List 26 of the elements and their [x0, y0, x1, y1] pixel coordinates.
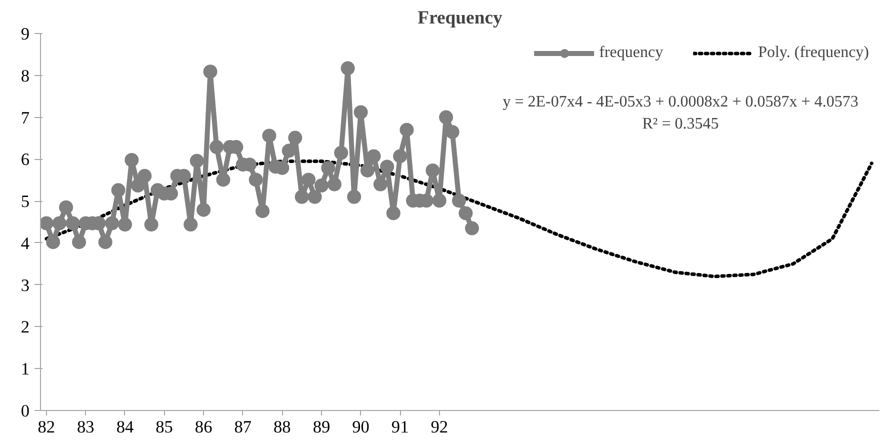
- y-tick-label: 2: [20, 318, 30, 337]
- legend-label: Poly. (frequency): [758, 44, 869, 62]
- y-tick-label: 3: [20, 276, 30, 295]
- legend-label: frequency: [599, 44, 664, 62]
- x-tick-label: 90: [352, 418, 370, 436]
- x-tick-label: 83: [77, 418, 94, 436]
- x-tick-label: 87: [234, 418, 252, 436]
- chart-title: Frequency: [418, 8, 503, 28]
- x-tick-label: 85: [156, 418, 173, 436]
- x-tick-label: 84: [116, 418, 134, 436]
- annotation: R² = 0.3545: [642, 116, 719, 132]
- y-tick-label: 1: [20, 360, 30, 379]
- x-tick-label: 91: [391, 418, 409, 436]
- annotation: y = 2E-07x4 - 4E-05x3 + 0.0008x2 + 0.0587x + 4.0573: [502, 94, 858, 110]
- y-tick-label: 9: [20, 24, 30, 44]
- x-tick-label: 82: [38, 418, 56, 436]
- y-tick-label: 8: [20, 66, 30, 86]
- y-tick-label: 5: [20, 192, 30, 212]
- y-tick-label: 0: [20, 402, 30, 420]
- y-tick-label: 7: [20, 108, 30, 128]
- y-tick-label: 6: [20, 150, 30, 170]
- x-tick-label: 88: [274, 418, 291, 436]
- y-tick-label: 4: [20, 234, 30, 253]
- x-tick-label: 89: [312, 418, 330, 436]
- x-tick-label: 92: [430, 418, 448, 436]
- x-tick-label: 86: [194, 418, 213, 436]
